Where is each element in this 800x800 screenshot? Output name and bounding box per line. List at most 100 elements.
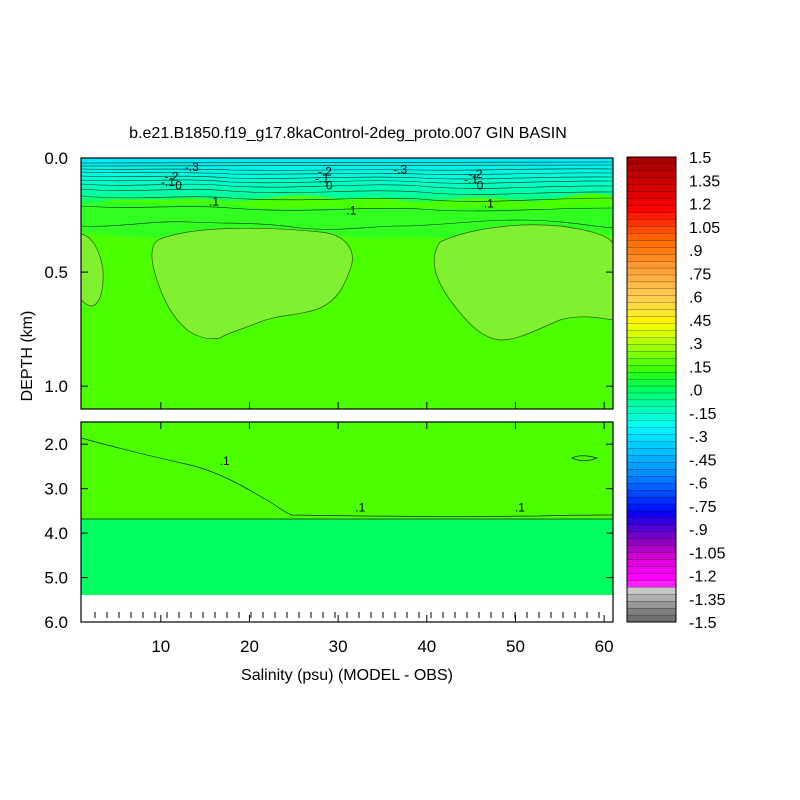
colorbar-swatch [626, 254, 677, 262]
colorbar-swatch [626, 191, 677, 200]
colorbar-swatch [626, 476, 677, 484]
colorbar-frame [626, 156, 677, 623]
upper-panel-frame [80, 157, 614, 410]
colorbar-swatch [626, 573, 677, 581]
colorbar-label: -.15 [689, 406, 717, 423]
colorbar-swatch [626, 358, 677, 366]
colorbar-swatch [626, 267, 677, 276]
surface-contour-lines [81, 161, 613, 230]
colorbar-label: -.9 [689, 522, 708, 539]
colorbar-label: -.45 [689, 452, 717, 469]
upper-panel-field [81, 158, 613, 409]
axes: 10 20 30 40 50 60 0.0 0.5 1.0 2.0 3.0 4.0 5.0 6.0 [44, 149, 613, 656]
contour-label: .1 [209, 194, 219, 208]
colorbar-swatch [626, 517, 677, 526]
contour-label: .1 [484, 197, 494, 211]
colorbar-swatch [626, 566, 677, 574]
colorbar-swatch [626, 177, 677, 186]
x-tick-label: 40 [417, 637, 436, 656]
contour-label: -.3 [185, 160, 199, 174]
contour-label: -.2 [469, 167, 483, 181]
colorbar-swatch [626, 607, 677, 616]
colorbar-swatch [626, 309, 677, 318]
colorbar-swatch [626, 434, 677, 443]
contour-label: -.2 [164, 169, 178, 183]
lower-contour-lines [81, 437, 613, 520]
colorbar-swatch [626, 559, 677, 568]
colorbar-label: .0 [689, 383, 702, 400]
colorbar-label: .6 [689, 290, 702, 307]
contour-label: .1 [220, 454, 230, 468]
colorbar-swatch [626, 281, 677, 290]
colorbar-swatch [626, 233, 677, 241]
lower-panel-frame [80, 421, 614, 623]
colorbar-swatch [626, 330, 677, 338]
colorbar-swatch [626, 184, 677, 193]
colorbar-swatch [626, 496, 677, 505]
colorbar: 1.5 1.35 1.2 1.05 .9 .75 .6 .45 .3 .15 .0 -.15 -.3 -.… [626, 150, 726, 632]
colorbar-swatch [626, 260, 677, 269]
contour-label: 0 [175, 178, 182, 192]
y-tick-label-lower: 3.0 [44, 480, 68, 499]
colorbar-swatch [626, 392, 677, 401]
x-tick-label: 30 [329, 637, 348, 656]
y-tick-label-lower: 2.0 [44, 435, 68, 454]
y-tick-label-upper: 0.5 [44, 263, 68, 282]
y-tick-label-lower: 6.0 [44, 613, 68, 632]
colorbar-swatch [626, 302, 677, 311]
contour-label: -.1 [315, 172, 329, 186]
colorbar-label: -1.35 [689, 592, 726, 609]
colorbar-label: -.3 [689, 429, 708, 446]
deep-water-band [81, 519, 613, 595]
colorbar-swatch [626, 427, 677, 436]
colorbar-swatch [626, 594, 677, 602]
x-tick-label: 60 [595, 637, 614, 656]
contour-label: -.3 [393, 162, 407, 176]
y-axis-label: DEPTH (km) [19, 311, 36, 402]
colorbar-label: .3 [689, 336, 702, 353]
colorbar-swatch [626, 552, 677, 561]
contour-label: -.2 [318, 165, 332, 179]
colorbar-swatch [626, 538, 677, 547]
colorbar-swatch [626, 351, 677, 359]
contour-label: .1 [355, 500, 365, 514]
y-tick-label-lower: 4.0 [44, 524, 68, 543]
colorbar-swatch [626, 385, 677, 394]
upper-patch-edge [81, 233, 104, 307]
x-tick-label: 20 [240, 637, 259, 656]
colorbar-label: -.6 [689, 476, 708, 493]
colorbar-label: .45 [689, 313, 711, 330]
colorbar-label: -1.2 [689, 569, 717, 586]
colorbar-swatch [626, 323, 677, 332]
colorbar-label: .75 [689, 266, 711, 283]
colorbar-swatch [626, 469, 677, 477]
upper-patch-east [433, 224, 613, 341]
colorbar-swatch [626, 240, 677, 248]
colorbar-swatch [626, 337, 677, 345]
x-tick-label: 50 [506, 637, 525, 656]
colorbar-swatch [626, 205, 677, 214]
colorbar-swatch [626, 580, 677, 588]
contour-label: .1 [515, 500, 525, 514]
colorbar-swatch [626, 212, 677, 220]
x-tick-label: 10 [151, 637, 170, 656]
colorbar-swatch [626, 406, 677, 415]
colorbar-swatch [626, 316, 677, 325]
contour-label: -.1 [464, 173, 478, 187]
colorbar-swatch [626, 274, 677, 283]
colorbar-swatch [626, 247, 677, 255]
colorbar-label: -1.5 [689, 615, 717, 632]
colorbar-swatch [626, 545, 677, 554]
colorbar-swatch [626, 614, 677, 623]
chart-title: b.e21.B1850.f19_g17.8kaControl-2deg_prot… [129, 125, 567, 142]
colorbar-swatch [626, 587, 677, 595]
contour-label: 0 [477, 178, 484, 192]
colorbar-label: 1.05 [689, 220, 720, 237]
y-tick-label-upper: 1.0 [44, 377, 68, 396]
colorbar-swatch [626, 601, 677, 609]
x-axis-label: Salinity (psu) (MODEL - OBS) [241, 667, 453, 684]
colorbar-swatch [626, 288, 677, 297]
colorbar-swatch [626, 226, 677, 234]
colorbar-swatch [626, 372, 677, 380]
